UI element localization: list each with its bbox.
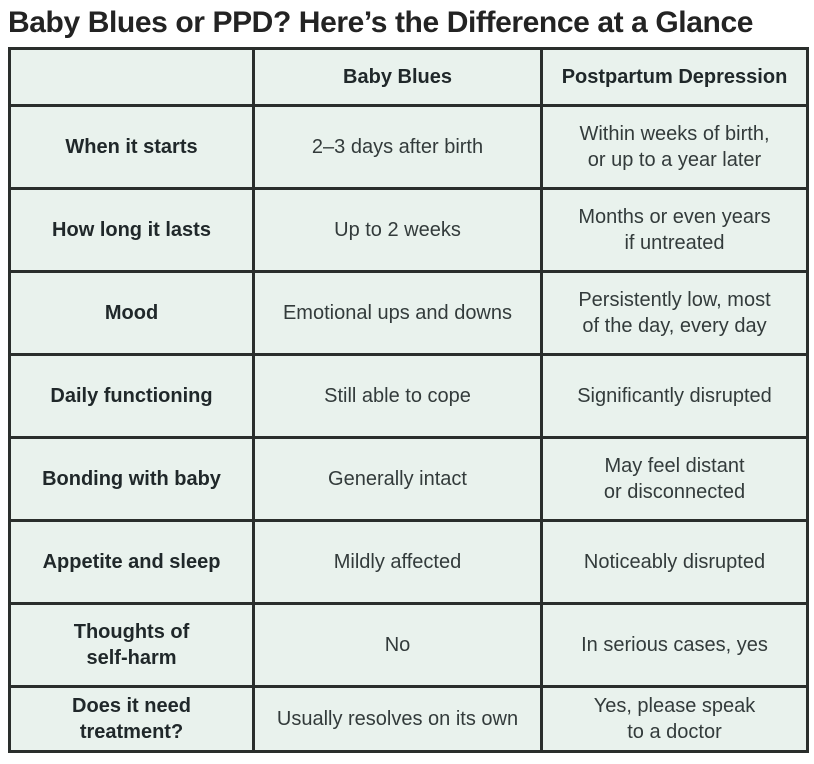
- header-postpartum-depression: Postpartum Depression: [540, 47, 809, 107]
- row-label-cell: Bonding with baby: [8, 436, 255, 522]
- row-label-cell: Mood: [8, 270, 255, 356]
- table-row: Thoughts of self-harm No In serious case…: [8, 602, 809, 688]
- table-row: Does it need treatment? Usually resolves…: [8, 685, 809, 753]
- baby-blues-cell: Generally intact: [252, 436, 543, 522]
- ppd-cell: Yes, please speak to a doctor: [540, 685, 809, 753]
- ppd-cell: Months or even years if untreated: [540, 187, 809, 273]
- ppd-cell: Persistently low, most of the day, every…: [540, 270, 809, 356]
- row-label-cell: Daily functioning: [8, 353, 255, 439]
- row-label-cell: How long it lasts: [8, 187, 255, 273]
- ppd-cell: May feel distant or disconnected: [540, 436, 809, 522]
- table-row: How long it lasts Up to 2 weeks Months o…: [8, 187, 809, 273]
- row-label-cell: Thoughts of self-harm: [8, 602, 255, 688]
- table-row: Daily functioning Still able to cope Sig…: [8, 353, 809, 439]
- comparison-table: Baby Blues Postpartum Depression When it…: [8, 47, 809, 753]
- baby-blues-cell: No: [252, 602, 543, 688]
- baby-blues-cell: Emotional ups and downs: [252, 270, 543, 356]
- header-empty-cell: [8, 47, 255, 107]
- row-label-cell: Does it need treatment?: [8, 685, 255, 753]
- header-baby-blues: Baby Blues: [252, 47, 543, 107]
- row-label-cell: When it starts: [8, 104, 255, 190]
- row-label-cell: Appetite and sleep: [8, 519, 255, 605]
- page-title: Baby Blues or PPD? Here’s the Difference…: [8, 6, 754, 39]
- header-row: Baby Blues Postpartum Depression: [8, 47, 809, 107]
- baby-blues-cell: Up to 2 weeks: [252, 187, 543, 273]
- ppd-cell: Within weeks of birth, or up to a year l…: [540, 104, 809, 190]
- ppd-cell: Noticeably disrupted: [540, 519, 809, 605]
- table-row: When it starts 2–3 days after birth With…: [8, 104, 809, 190]
- ppd-cell: Significantly disrupted: [540, 353, 809, 439]
- baby-blues-cell: Usually resolves on its own: [252, 685, 543, 753]
- table-row: Mood Emotional ups and downs Persistentl…: [8, 270, 809, 356]
- table-row: Bonding with baby Generally intact May f…: [8, 436, 809, 522]
- baby-blues-cell: 2–3 days after birth: [252, 104, 543, 190]
- baby-blues-cell: Mildly affected: [252, 519, 543, 605]
- ppd-cell: In serious cases, yes: [540, 602, 809, 688]
- table-row: Appetite and sleep Mildly affected Notic…: [8, 519, 809, 605]
- baby-blues-cell: Still able to cope: [252, 353, 543, 439]
